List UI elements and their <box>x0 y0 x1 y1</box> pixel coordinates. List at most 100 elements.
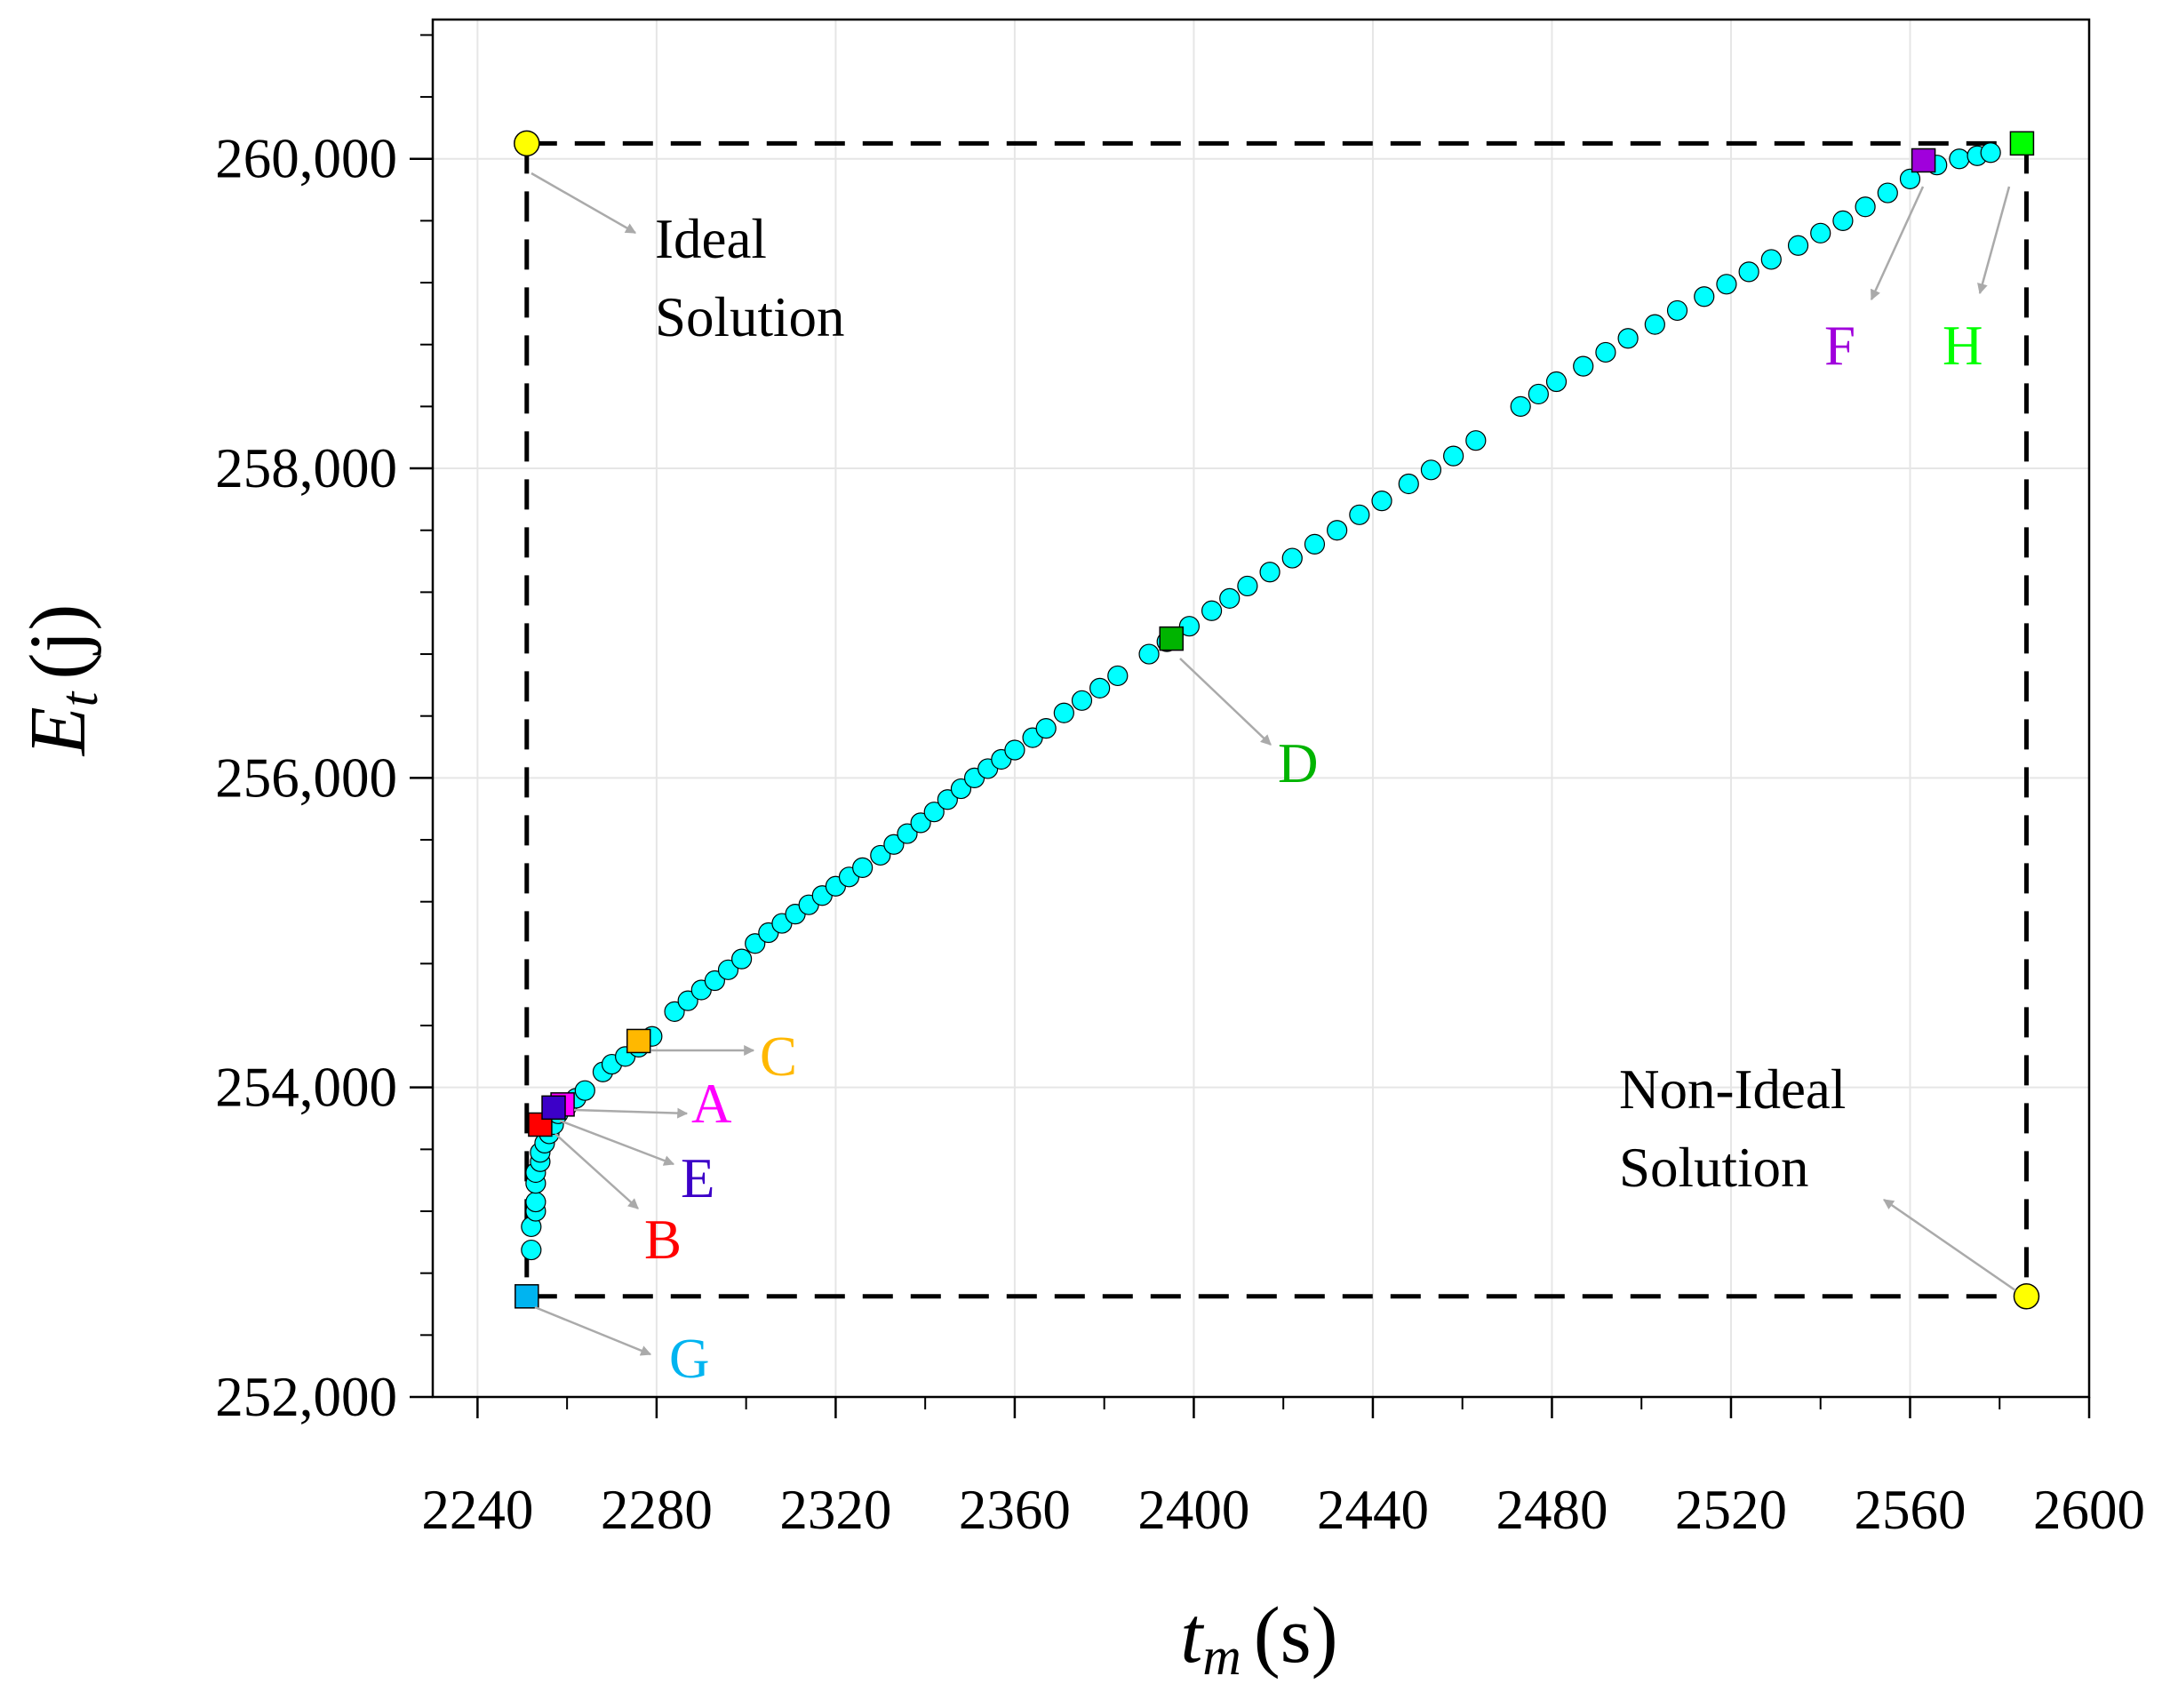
f-arrow <box>1870 186 1925 301</box>
pareto-point-75 <box>1666 299 1688 322</box>
pareto-point-68 <box>1510 395 1531 417</box>
pareto-point-20 <box>664 1001 685 1022</box>
pareto-point-87 <box>1949 148 1970 170</box>
pareto-point-82 <box>1832 210 1854 232</box>
f-label-line-0: F <box>1824 315 1855 377</box>
b-arrow <box>554 1133 639 1209</box>
a-label-line-0: A <box>691 1073 732 1135</box>
pareto-point-67 <box>1465 430 1487 451</box>
non-ideal-label-line-1: Solution <box>1619 1137 1809 1199</box>
g-label-line-0: G <box>669 1328 710 1390</box>
pareto-point-50 <box>1089 677 1111 698</box>
h-label: H <box>1943 315 1983 377</box>
ideal-label-line-1: Solution <box>655 286 845 348</box>
x-tick-label-5: 2440 <box>1317 1479 1429 1541</box>
d-arrow <box>1179 658 1272 746</box>
pareto-point-64 <box>1398 473 1419 495</box>
pareto-point-85 <box>1899 168 1921 189</box>
pareto-point-73 <box>1617 328 1639 349</box>
h-label-line-0: H <box>1943 315 1983 377</box>
pareto-point-76 <box>1694 286 1715 307</box>
pareto-point-59 <box>1281 547 1303 569</box>
d-label: D <box>1278 732 1319 794</box>
pareto-point-36 <box>883 834 905 855</box>
y-tick-label-4: 260,000 <box>215 128 397 190</box>
pareto-point-54 <box>1178 616 1200 637</box>
pareto-point-66 <box>1443 445 1464 467</box>
c-label: C <box>760 1026 797 1088</box>
non-ideal-point <box>2013 1283 2040 1310</box>
x-tick-label-8: 2560 <box>1854 1479 1966 1541</box>
pareto-point-48 <box>1053 702 1074 723</box>
pareto-point-14 <box>574 1080 595 1101</box>
x-tick-label-6: 2480 <box>1496 1479 1608 1541</box>
pareto-point-40 <box>937 789 958 810</box>
pareto-point-24 <box>717 959 739 980</box>
pareto-point-0 <box>521 1239 542 1261</box>
e-arrow <box>559 1119 675 1166</box>
pareto-point-56 <box>1219 587 1241 609</box>
pareto-point-57 <box>1237 575 1258 597</box>
pareto-point-25 <box>731 948 753 970</box>
pareto-point-47 <box>1035 718 1057 739</box>
pareto-point-35 <box>870 844 891 866</box>
pareto-point-78 <box>1738 261 1759 283</box>
pareto-point-81 <box>1810 222 1831 243</box>
ideal-label-line-0: Ideal <box>655 208 767 270</box>
x-tick-label-1: 2280 <box>601 1479 713 1541</box>
pareto-front-series <box>521 142 2001 1261</box>
pareto-point-74 <box>1644 314 1665 335</box>
ideal-arrow <box>531 172 637 235</box>
non-ideal-arrow <box>1883 1198 2016 1292</box>
x-tick-label-0: 2240 <box>421 1479 533 1541</box>
ideal-boundary-box <box>524 140 2029 1299</box>
pareto-point-3 <box>525 1191 546 1213</box>
pareto-point-65 <box>1420 459 1442 481</box>
ideal-label: Ideal Solution <box>655 208 845 348</box>
g-label: G <box>669 1328 710 1390</box>
x-tick-label-7: 2520 <box>1675 1479 1787 1541</box>
annotation-arrows <box>531 172 2016 1356</box>
axes: 2240 2280 2320 2360 2400 2440 2480 2520 2560 2600… <box>215 18 2145 1541</box>
pareto-point-37 <box>897 823 918 844</box>
x-axis-title: tm (s) <box>1180 1592 1337 1686</box>
pareto-point-51 <box>1107 665 1129 687</box>
pareto-point-72 <box>1595 341 1616 363</box>
y-tick-label-3: 258,000 <box>215 437 397 499</box>
f-label: F <box>1824 315 1855 377</box>
x-tick-label-2: 2320 <box>779 1479 891 1541</box>
pareto-point-38 <box>910 812 931 834</box>
ideal-point <box>514 130 540 157</box>
e-label: E <box>681 1147 714 1209</box>
d-label-line-0: D <box>1278 732 1319 794</box>
pareto-point-63 <box>1371 491 1392 512</box>
pareto-point-89 <box>1980 142 2001 164</box>
y-tick-label-2: 256,000 <box>215 746 397 809</box>
y-tick-label-0: 252,000 <box>215 1366 397 1428</box>
pareto-point-39 <box>923 802 945 823</box>
solution-h-marker <box>2009 131 2035 156</box>
c-label-line-0: C <box>760 1026 797 1088</box>
a-arrow <box>573 1107 689 1119</box>
pareto-point-83 <box>1855 196 1876 218</box>
pareto-point-70 <box>1545 371 1568 393</box>
solution-f-marker <box>1911 148 1936 173</box>
non-ideal-label: Non-Ideal Solution <box>1619 1058 1846 1199</box>
solution-g-marker <box>515 1284 539 1309</box>
annotations: Ideal Solution Non-Ideal Solution A B C D E F G H <box>644 208 1983 1390</box>
pareto-point-84 <box>1877 182 1898 204</box>
pareto-point-58 <box>1259 562 1280 583</box>
pareto-point-62 <box>1349 504 1370 525</box>
non-ideal-label-line-0: Non-Ideal <box>1619 1058 1846 1121</box>
x-tick-label-4: 2400 <box>1137 1479 1249 1541</box>
plot-frame <box>431 18 2091 1399</box>
pareto-point-34 <box>852 857 874 878</box>
pareto-point-52 <box>1138 643 1160 665</box>
solution-c-marker <box>626 1028 651 1054</box>
a-label: A <box>691 1073 732 1135</box>
pareto-point-69 <box>1528 383 1549 405</box>
solution-e-marker <box>541 1095 566 1121</box>
b-label: B <box>644 1209 682 1271</box>
y-axis-title: Et(j) <box>14 604 108 758</box>
